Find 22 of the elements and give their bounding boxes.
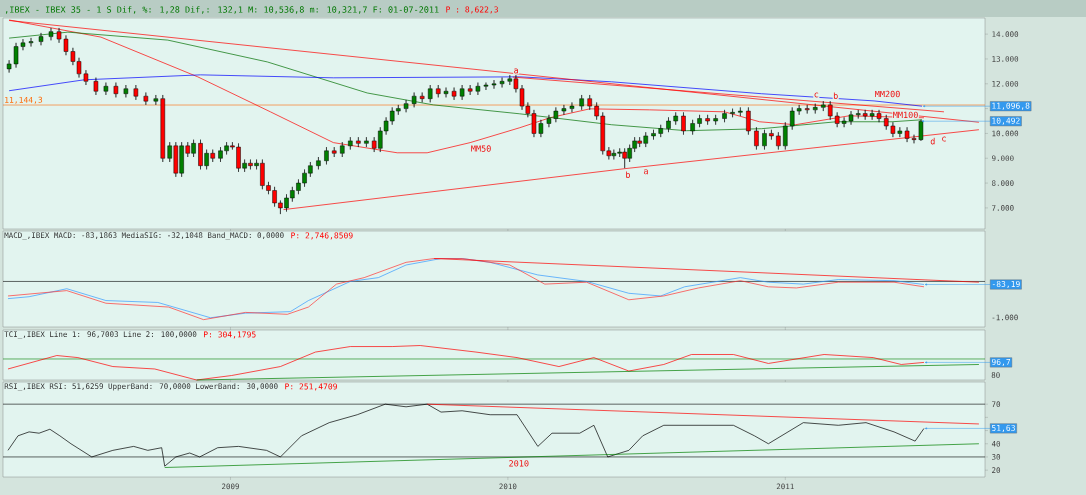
- chart-subtitle: P: 2,746,8509: [291, 232, 353, 240]
- chart-subtitle: P: 304,1795: [204, 331, 256, 339]
- annotation: 10,492: [992, 117, 1020, 125]
- chart-subtitle: P: 251,4709: [285, 383, 337, 391]
- annotation: MM200: [875, 90, 900, 98]
- annotation: c: [942, 136, 946, 142]
- chart-subtitle: P : 8,622,3: [446, 6, 498, 14]
- annotation: a: [514, 68, 518, 74]
- annotation: b: [626, 171, 630, 178]
- annotation: a: [643, 169, 648, 175]
- annotation: MM50: [471, 145, 491, 152]
- annotation: 11,096,8: [992, 102, 1030, 110]
- annotation: MM100: [893, 111, 918, 119]
- chart-title: ,IBEX - IBEX 35 - 1 S Dif, %: 1,28 Dif,: 132,1 M: 10,536,8 m: 10,321,7 F: 01-07-2011: [5, 6, 439, 14]
- ref-line-label: 11,144,3: [5, 96, 43, 104]
- annotation: d: [930, 137, 935, 145]
- annotation: c: [814, 92, 819, 98]
- annotation: 51,63: [991, 424, 1015, 432]
- annotation: -83,19: [992, 280, 1020, 289]
- annotation: 96,7: [991, 358, 1011, 366]
- annotation: b: [833, 92, 838, 99]
- annotation: 2010: [509, 460, 529, 467]
